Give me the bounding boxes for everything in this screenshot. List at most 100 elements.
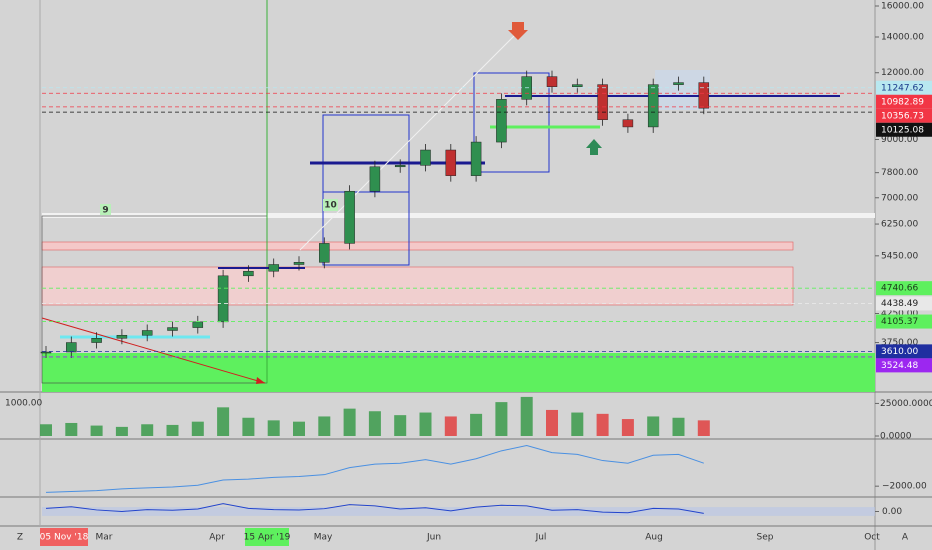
price-tick-label: 5450.00 <box>881 251 918 261</box>
candle <box>319 243 330 263</box>
time-label: Apr <box>209 533 225 543</box>
time-label: Mar <box>96 533 113 543</box>
candle <box>622 119 634 128</box>
candle <box>369 166 381 192</box>
price-tag-label: 10982.89 <box>881 97 924 107</box>
marker-box <box>100 204 111 215</box>
arrow-head <box>256 377 265 384</box>
candle <box>344 190 355 244</box>
volume-tick-label: 0.0000 <box>880 432 912 442</box>
marker-label: 10 <box>324 201 337 211</box>
volume-left-label: 1000.00 <box>5 399 42 409</box>
volume-bar <box>318 416 331 436</box>
white-band <box>42 213 875 218</box>
volume-bar <box>520 396 533 436</box>
price-tick-label: 12000.00 <box>881 68 924 78</box>
trend-arrow <box>41 317 266 384</box>
volume-bar <box>419 412 432 436</box>
candle <box>394 165 406 168</box>
date-tag <box>245 528 289 546</box>
blue-box <box>322 191 410 266</box>
candle <box>141 330 153 336</box>
resistance-zone <box>41 266 794 306</box>
volume-bar <box>40 424 52 436</box>
candle <box>647 84 659 128</box>
price-tag-label: 11247.62 <box>881 83 924 93</box>
candle <box>673 82 684 85</box>
marker-box <box>323 199 338 211</box>
buy-arrow <box>586 139 602 155</box>
price-tag-label: 10125.08 <box>881 125 924 135</box>
volume-bar <box>621 419 634 436</box>
pane-band <box>42 507 875 516</box>
candle <box>40 351 52 354</box>
pane-tick-label: 0.00 <box>882 507 902 517</box>
volume-bar <box>115 426 128 436</box>
candle <box>293 262 305 265</box>
volume-bar <box>141 424 154 436</box>
sell-arrow <box>508 22 528 40</box>
price-tick-label: 7800.00 <box>881 168 918 178</box>
volume-bar <box>672 417 685 436</box>
price-tag <box>876 314 932 329</box>
price-tick-label: 6250.00 <box>881 220 918 230</box>
price-tag <box>876 344 932 359</box>
volume-bar <box>191 421 204 436</box>
support-zone <box>42 353 875 392</box>
volume-bar <box>90 425 103 436</box>
volume-bar <box>267 420 280 436</box>
candle <box>597 84 608 120</box>
indicator-line <box>45 503 704 514</box>
price-tag-label: 3524.48 <box>881 361 918 371</box>
time-label: Jul <box>535 533 547 543</box>
price-tick-label: 4250.00 <box>881 309 918 319</box>
resistance-zone <box>41 241 794 251</box>
time-label: Aug <box>645 533 663 543</box>
price-tag-label: 4105.37 <box>881 317 918 327</box>
volume-bar <box>293 421 305 436</box>
volume-bar <box>571 412 584 436</box>
price-tag-label: 4438.49 <box>881 299 918 309</box>
price-tick-label: 9000.00 <box>881 135 918 145</box>
price-tag <box>876 122 932 137</box>
price-tag-label: 4740.66 <box>881 284 918 294</box>
time-label: Sep <box>757 533 774 543</box>
candle <box>192 321 204 328</box>
blue-box <box>473 72 550 173</box>
candle <box>268 264 279 272</box>
price-tag <box>876 94 932 109</box>
date-tag <box>40 528 88 546</box>
marker-label: 9 <box>102 206 108 216</box>
corner-label: A <box>902 533 909 543</box>
time-label: May <box>314 533 333 543</box>
date-tag-label: 05 Nov '18 <box>40 533 89 543</box>
price-tag <box>876 358 932 373</box>
volume-bar <box>65 422 78 436</box>
candle <box>572 84 583 87</box>
volume-bar <box>368 411 381 436</box>
candle <box>445 149 457 176</box>
volume-bar <box>217 407 230 436</box>
volume-bar <box>470 413 483 436</box>
indicator-line <box>45 445 704 493</box>
volume-bar <box>444 416 457 436</box>
volume-bar <box>343 408 356 436</box>
trend-line <box>299 29 521 251</box>
candle <box>470 141 482 176</box>
volume-tick-label: 25000.0000 <box>880 399 932 409</box>
pane-tick-label: −2000.00 <box>882 482 927 492</box>
volume-bar <box>697 420 710 436</box>
price-tag-label: 3610.00 <box>881 347 918 357</box>
candle <box>116 334 128 339</box>
volume-bar <box>495 402 508 436</box>
candle <box>217 275 229 323</box>
volume-bar <box>596 413 609 436</box>
candle <box>91 338 102 343</box>
volume-bar <box>166 424 179 436</box>
candle <box>66 342 77 353</box>
date-tag-label: 15 Apr '19 <box>244 533 291 543</box>
corner-label: Z <box>17 533 23 543</box>
price-tag <box>876 296 932 311</box>
candle <box>243 270 254 277</box>
